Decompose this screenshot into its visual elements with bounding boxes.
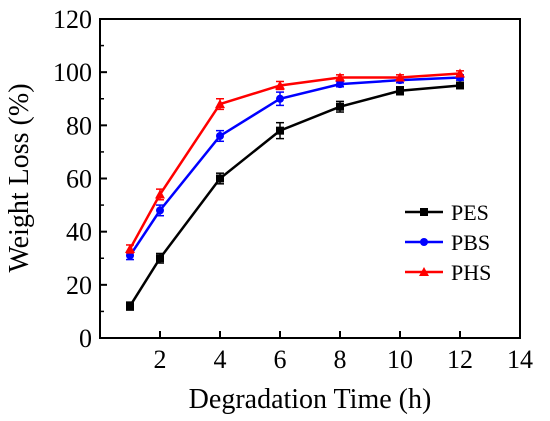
- square-marker: [216, 174, 224, 183]
- circle-marker: [336, 80, 344, 89]
- y-tick-label: 40: [66, 218, 92, 247]
- circle-marker: [216, 131, 224, 140]
- square-marker: [276, 126, 284, 135]
- square-marker: [126, 302, 134, 311]
- square-marker: [456, 81, 464, 90]
- legend-item-phs: PHS: [405, 260, 491, 285]
- y-tick-label: 100: [53, 58, 92, 87]
- triangle-marker: [275, 80, 285, 90]
- triangle-marker: [455, 68, 465, 78]
- square-marker: [396, 86, 404, 95]
- phs-line: [128, 72, 461, 250]
- plot-frame: [99, 18, 521, 339]
- data-series: [125, 68, 465, 311]
- x-tick-label: 12: [447, 345, 473, 374]
- triangle-marker: [395, 72, 405, 82]
- square-marker: [156, 254, 164, 263]
- y-axis-label: Weight Loss (%): [4, 83, 35, 272]
- circle-marker: [156, 206, 164, 215]
- circle-marker: [420, 238, 428, 246]
- series-pes: [126, 81, 464, 311]
- triangle-marker: [335, 72, 345, 82]
- legend-label-pes: PES: [451, 200, 489, 225]
- y-tick-label: 20: [66, 271, 92, 300]
- series-pbs: [126, 73, 464, 261]
- legend-label-pbs: PBS: [451, 230, 490, 255]
- legend-label-phs: PHS: [451, 260, 491, 285]
- y-tick-label: 60: [66, 165, 92, 194]
- legend: PES PBS PHS: [405, 200, 491, 285]
- x-tick-label: 14: [507, 345, 533, 374]
- y-tick-label: 80: [66, 111, 92, 140]
- x-tick-label: 8: [334, 345, 347, 374]
- y-tick-label: 0: [79, 324, 92, 353]
- legend-item-pbs: PBS: [405, 230, 490, 255]
- series-phs: [125, 68, 465, 254]
- x-tick-label: 2: [154, 345, 167, 374]
- y-tick-label: 120: [53, 5, 92, 34]
- x-axis-label: Degradation Time (h): [189, 384, 432, 415]
- triangle-marker: [155, 189, 165, 199]
- square-marker: [336, 102, 344, 111]
- axis-ticks: 2 4 6 8 10 12 14 0 20 40 60 80 100 120: [53, 5, 533, 374]
- x-tick-label: 10: [387, 345, 413, 374]
- square-marker: [420, 208, 428, 216]
- legend-item-pes: PES: [405, 200, 489, 225]
- triangle-marker: [215, 99, 225, 109]
- triangle-marker: [125, 243, 135, 253]
- x-tick-label: 4: [214, 345, 227, 374]
- circle-marker: [276, 94, 284, 103]
- x-tick-label: 6: [274, 345, 287, 374]
- triangle-marker: [419, 267, 429, 276]
